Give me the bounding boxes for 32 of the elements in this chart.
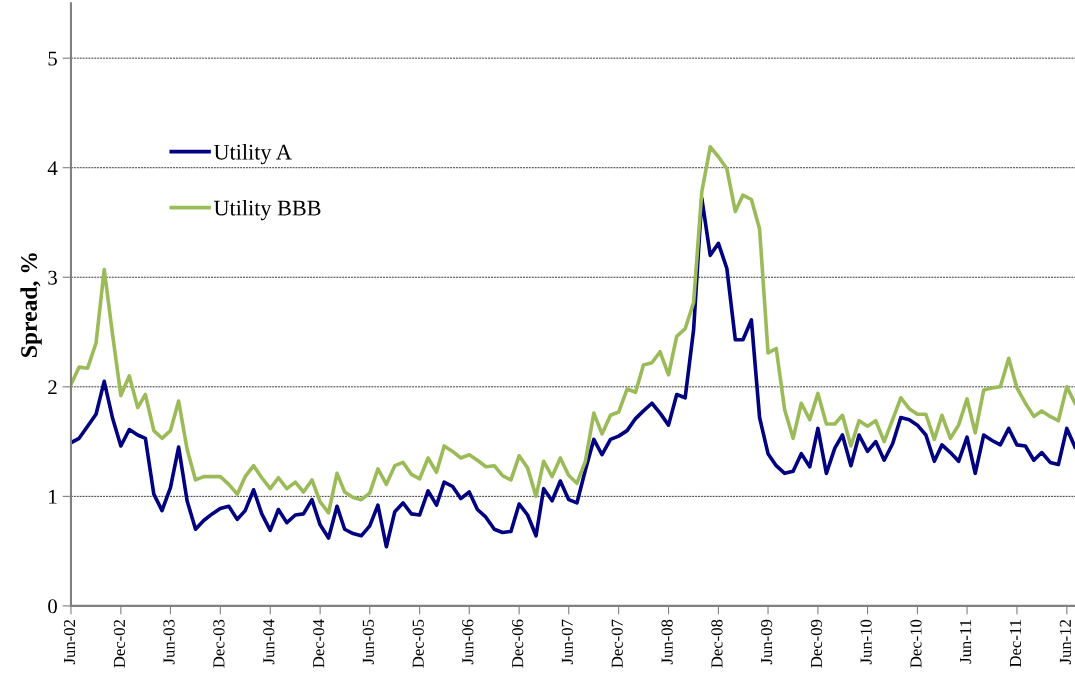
x-tick-label: Jun-09 [760, 619, 773, 665]
x-tick-label: Jun-03 [163, 619, 175, 665]
line-series [70, 196, 1075, 549]
x-tick-label: Jun-02 [63, 620, 76, 665]
x-tick-label: Dec-05 [412, 619, 424, 668]
x-tick-label: Jun-05 [362, 619, 374, 665]
x-tick-label: Dec-04 [313, 619, 325, 668]
x-tick-label: Dec-02 [113, 620, 126, 668]
y-tick-label: 3 [48, 270, 57, 285]
x-tick-label: Dec-03 [213, 619, 225, 668]
y-axis-title: Spread, % [20, 253, 42, 357]
y-tick-label: 0 [48, 599, 57, 614]
y-tick-label: 5 [48, 51, 57, 66]
y-tick-label: 4 [47, 161, 58, 175]
x-tick-label: Jun-06 [462, 619, 474, 665]
x-tick-label: Jun-11 [960, 620, 972, 664]
x-tick-label: Dec-07 [611, 619, 623, 668]
x-tick-label: Jun-04 [263, 619, 275, 665]
x-tick-label: Dec-06 [512, 619, 524, 668]
x-tick-label: Jun-07 [561, 619, 573, 665]
x-tick-label: Dec-08 [711, 619, 723, 668]
legend-label: Utility BBB [213, 199, 321, 221]
x-tick-label: Dec-09 [810, 619, 823, 668]
y-tick-label: 1 [49, 489, 57, 504]
x-tick-label: Jun-10 [860, 619, 872, 665]
y-tick-label: 2 [48, 380, 57, 395]
x-tick-label: Dec-10 [910, 619, 922, 668]
x-tick-label: Jun-12 [1059, 620, 1071, 665]
legend-label: Utility A [213, 144, 292, 165]
x-tick-label: Dec-11 [1009, 620, 1022, 668]
line-series [70, 145, 1075, 515]
x-tick-label: Jun-08 [661, 619, 673, 665]
